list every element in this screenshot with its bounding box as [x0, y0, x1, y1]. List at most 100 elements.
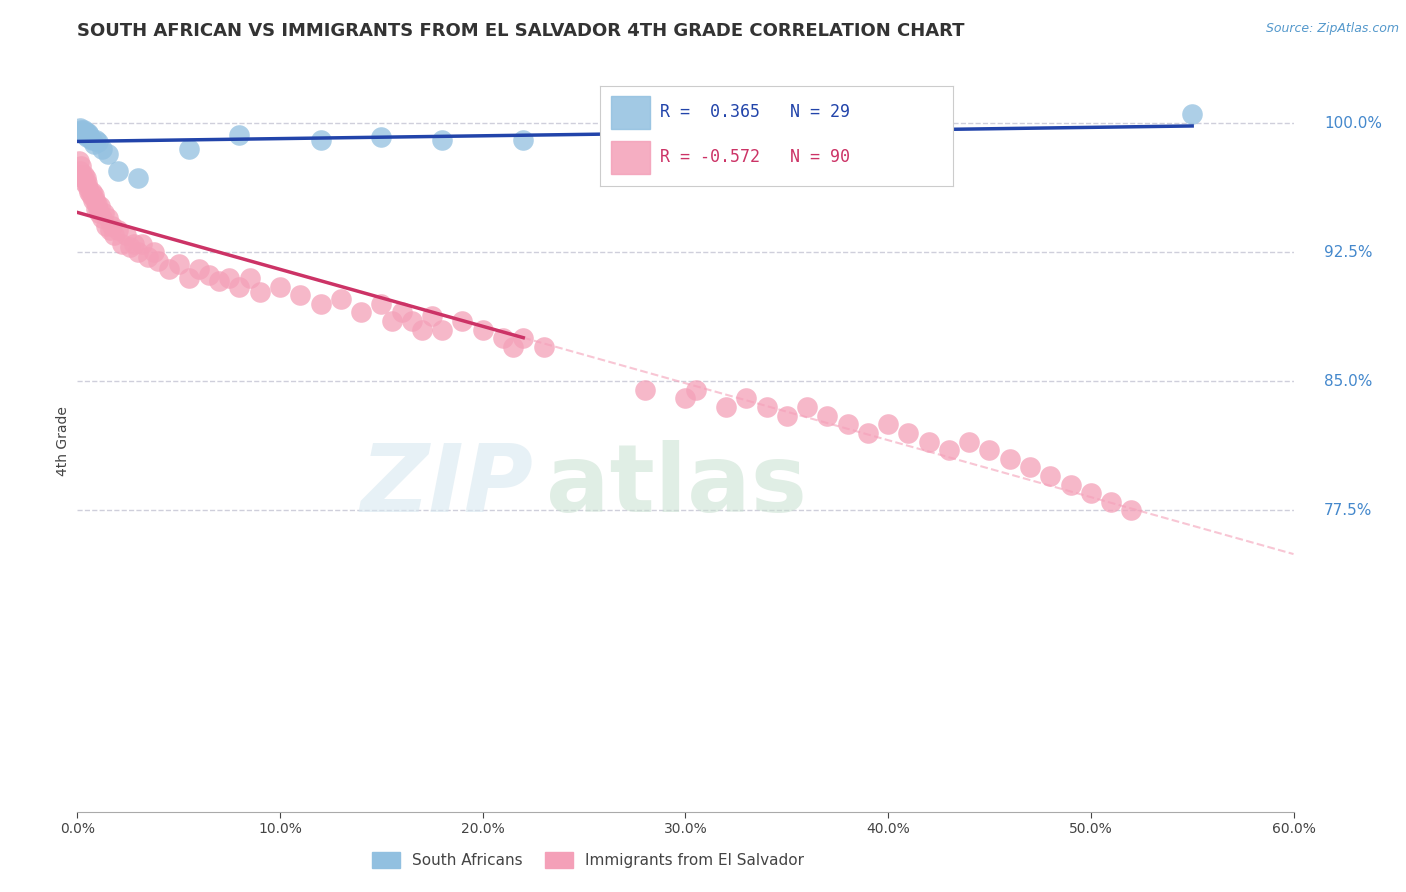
Point: [86, 197, 108, 211]
Point: [83, 188, 105, 202]
Text: Source: ZipAtlas.com: Source: ZipAtlas.com: [1265, 22, 1399, 36]
Point: [290, 288, 312, 302]
Text: atlas: atlas: [546, 440, 807, 532]
Point: [897, 425, 920, 440]
Point: [938, 443, 960, 458]
Point: [502, 340, 524, 354]
Point: [391, 305, 413, 319]
Point: [1099, 495, 1122, 509]
Point: [218, 271, 240, 285]
Point: [83, 194, 105, 208]
Point: [69, 121, 91, 136]
Point: [634, 125, 657, 139]
Point: [86, 135, 108, 149]
Point: [430, 323, 453, 337]
Point: [75, 176, 97, 190]
Point: [177, 142, 200, 156]
Point: [84, 202, 107, 216]
Point: [918, 434, 941, 449]
Point: [127, 245, 149, 260]
Point: [370, 297, 392, 311]
Point: [70, 123, 93, 137]
Point: [239, 271, 262, 285]
Point: [796, 400, 818, 414]
Point: [420, 309, 443, 323]
Point: [76, 129, 98, 144]
Text: ZIP: ZIP: [360, 440, 533, 532]
Point: [492, 331, 515, 345]
Point: [776, 133, 799, 147]
Point: [380, 314, 402, 328]
Point: [228, 128, 250, 142]
Point: [90, 211, 112, 225]
Point: [67, 153, 90, 168]
Point: [430, 133, 453, 147]
Point: [143, 245, 166, 260]
Point: [157, 262, 180, 277]
Point: [101, 219, 124, 234]
Point: [877, 417, 900, 432]
Point: [80, 185, 103, 199]
Point: [1039, 469, 1062, 483]
Point: [72, 126, 94, 140]
Point: [1121, 503, 1143, 517]
Y-axis label: 4th Grade: 4th Grade: [56, 407, 70, 476]
Point: [80, 133, 103, 147]
Point: [93, 205, 115, 219]
Point: [72, 168, 94, 182]
Point: [107, 164, 129, 178]
Point: [136, 250, 159, 264]
Point: [188, 262, 211, 277]
Point: [1019, 460, 1042, 475]
Point: [82, 194, 104, 208]
Point: [451, 314, 474, 328]
Point: [84, 133, 107, 147]
Point: [98, 223, 121, 237]
Point: [735, 392, 758, 406]
Point: [512, 133, 534, 147]
Point: [73, 123, 96, 137]
Point: [329, 292, 352, 306]
Point: [228, 279, 250, 293]
Point: [75, 125, 97, 139]
Point: [69, 164, 91, 178]
Text: SOUTH AFRICAN VS IMMIGRANTS FROM EL SALVADOR 4TH GRADE CORRELATION CHART: SOUTH AFRICAN VS IMMIGRANTS FROM EL SALV…: [77, 22, 965, 40]
Point: [1080, 486, 1102, 500]
Point: [148, 253, 170, 268]
Point: [97, 211, 120, 225]
Point: [127, 171, 149, 186]
Point: [471, 323, 494, 337]
Point: [815, 409, 838, 423]
Point: [208, 274, 231, 288]
Point: [755, 400, 778, 414]
Point: [67, 125, 90, 139]
Point: [776, 409, 799, 423]
Point: [269, 279, 291, 293]
Point: [1059, 477, 1081, 491]
Point: [249, 285, 271, 299]
Point: [634, 383, 657, 397]
Point: [89, 199, 111, 213]
Point: [167, 257, 190, 271]
Point: [72, 171, 94, 186]
Point: [533, 340, 555, 354]
Point: [675, 392, 697, 406]
Point: [103, 227, 125, 242]
Point: [77, 181, 100, 195]
Point: [87, 205, 110, 219]
Point: [122, 236, 145, 251]
Text: 85.0%: 85.0%: [1324, 374, 1372, 389]
Point: [685, 383, 707, 397]
Point: [73, 168, 96, 182]
Point: [79, 128, 101, 142]
Point: [837, 417, 859, 432]
Point: [79, 188, 101, 202]
Point: [177, 271, 200, 285]
Point: [83, 136, 105, 151]
Point: [72, 125, 94, 139]
Point: [856, 425, 879, 440]
Point: [94, 219, 117, 234]
Point: [350, 305, 373, 319]
Point: [998, 451, 1021, 466]
Point: [86, 202, 108, 216]
